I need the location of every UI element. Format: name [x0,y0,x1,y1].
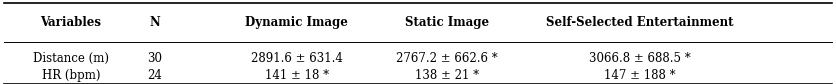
Text: 138 ± 21 *: 138 ± 21 * [415,69,479,82]
Text: 24: 24 [147,69,162,82]
Text: 30: 30 [147,52,162,65]
Text: Self-Selected Entertainment: Self-Selected Entertainment [546,16,733,29]
Text: 141 ± 18 *: 141 ± 18 * [265,69,329,82]
Text: Static Image: Static Image [405,16,489,29]
Text: 2767.2 ± 662.6 *: 2767.2 ± 662.6 * [396,52,498,65]
Text: HR (bpm): HR (bpm) [42,69,100,82]
Text: 147 ± 188 *: 147 ± 188 * [604,69,675,82]
Text: N: N [150,16,160,29]
Text: 3066.8 ± 688.5 *: 3066.8 ± 688.5 * [589,52,691,65]
Text: Distance (m): Distance (m) [33,52,109,65]
Text: 2891.6 ± 631.4: 2891.6 ± 631.4 [251,52,343,65]
Text: Dynamic Image: Dynamic Image [245,16,349,29]
Text: Variables: Variables [41,16,101,29]
